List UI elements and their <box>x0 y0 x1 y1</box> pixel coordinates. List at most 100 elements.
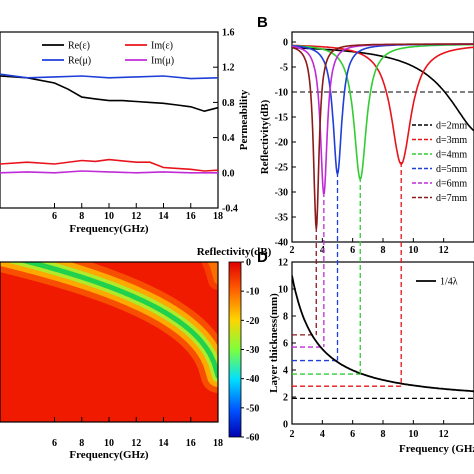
x-tick-label: 18 <box>213 211 223 222</box>
y-tick-label: 1.6 <box>222 28 235 39</box>
x-tick-label: 10 <box>408 429 418 440</box>
legend-label: d=3mm <box>436 135 467 146</box>
panel-b-letter: B <box>257 14 268 31</box>
x-tick-label: 8 <box>381 429 386 440</box>
panel-b-x-ticks: 2 4 6 8 10 12 <box>290 238 449 256</box>
panel-d-x-ticks: 2 4 6 8 10 12 <box>290 420 449 440</box>
series-line-3 <box>0 73 219 80</box>
panel-d-y-label: Layer thickness(mm) <box>268 293 280 393</box>
y-tick-label: 8 <box>283 312 288 323</box>
series-line-d=7mm <box>292 43 474 230</box>
x-tick-label: 12 <box>131 438 141 449</box>
x-tick-label: 10 <box>104 438 114 449</box>
legend-label: Im(μ) <box>151 56 174 67</box>
panel-d-legend: 1/4λ <box>416 277 458 288</box>
legend-label: d=5mm <box>436 164 467 175</box>
legend-label: Im(ε) <box>151 41 173 52</box>
series-line-4 <box>0 170 218 174</box>
colorbar <box>228 261 242 438</box>
panel-c-heatmap <box>0 262 218 422</box>
x-tick-label: 6 <box>350 245 355 256</box>
panel-b-series <box>292 43 474 230</box>
quarter-wave-line <box>292 275 474 393</box>
heatmap-band <box>19 262 218 379</box>
x-tick-label: 2 <box>290 429 295 440</box>
legend-label: 1/4λ <box>440 277 458 288</box>
y-tick-label: -15 <box>275 113 288 124</box>
y-tick-label: -30 <box>275 188 288 199</box>
x-tick-label: 6 <box>52 211 57 222</box>
panel-d-letter: D <box>257 249 268 266</box>
panel-a-series <box>0 73 219 174</box>
x-tick-label: 10 <box>104 211 114 222</box>
y-tick-label: -0.4 <box>222 204 238 215</box>
legend-label: d=6mm <box>436 179 467 190</box>
y-tick-label: 0.4 <box>222 133 235 144</box>
x-tick-label: 16 <box>186 211 196 222</box>
y-tick-label: 10 <box>278 285 288 296</box>
x-tick-label: 8 <box>79 438 84 449</box>
legend-label: d=4mm <box>436 150 467 161</box>
x-tick-label: 4 <box>320 429 325 440</box>
y-tick-label: 12 <box>278 258 288 269</box>
x-tick-label: 10 <box>408 245 418 256</box>
y-tick-label: 0.8 <box>222 98 235 109</box>
legend-label: d=2mm <box>436 121 467 132</box>
x-tick-label: 12 <box>439 245 449 256</box>
panel-b-legend: d=2mm d=3mm d=4mm d=5mm d=6mm d=7mm <box>412 121 467 204</box>
legend-label: d=7mm <box>436 193 467 204</box>
legend-label: Re(μ) <box>68 56 91 67</box>
y-tick-label: -35 <box>275 213 288 224</box>
colorbar-tick-label: -10 <box>246 287 259 298</box>
y-tick-label: 0.0 <box>222 168 235 179</box>
panel-a-frame <box>0 31 219 209</box>
y-tick-label: -10 <box>275 88 288 99</box>
panel-b: B 0 -5 -10 -15 -20 -25 -30 -35 -40 2 4 6 8 10 12 d=2m… <box>257 14 474 256</box>
y-tick-label: 0 <box>283 420 288 431</box>
y-tick-label: 1.2 <box>222 63 235 74</box>
panel-b-y-ticks: 0 -5 -10 -15 -20 -25 -30 -35 -40 <box>275 38 296 249</box>
colorbar-ticks: 0 -10 -20 -30 -40 -50 -60 <box>241 258 259 444</box>
panel-a-x-ticks: 6 8 10 12 14 16 18 <box>52 203 223 222</box>
x-tick-label: 8 <box>381 245 386 256</box>
colorbar-tick-label: -60 <box>246 433 259 444</box>
x-tick-label: 16 <box>186 438 196 449</box>
panel-c: 6 8 10 12 14 16 18 Frequency(GHz) 0 -10 -20 -30 -4… <box>0 246 272 461</box>
x-tick-label: 12 <box>439 429 449 440</box>
series-line-2 <box>0 158 219 172</box>
colorbar-tick-label: -50 <box>246 403 259 414</box>
colorbar-tick-label: -40 <box>246 374 259 385</box>
panel-a-legend: Re(ε) Im(ε) Re(μ) Im(μ) <box>42 41 174 67</box>
panel-d-series <box>292 275 474 393</box>
panel-a-right-y-label: Permeability <box>238 89 250 150</box>
panel-a-right-ticks: -0.4 0.0 0.4 0.8 1.2 1.6 <box>213 28 238 215</box>
y-tick-label: 6 <box>283 339 288 350</box>
y-tick-label: 4 <box>283 366 288 377</box>
series-line-d=3mm <box>292 44 474 165</box>
panel-a: 6 8 10 12 14 16 18 -0.4 0.0 0.4 0.8 1.2 1.6 Re(ε) Im… <box>0 28 250 235</box>
y-tick-label: -40 <box>275 238 288 249</box>
x-tick-label: 14 <box>159 211 169 222</box>
panel-d-x-label: Frequency (GHz) <box>399 443 474 455</box>
x-tick-label: 6 <box>52 438 57 449</box>
colorbar-label: Reflectivity(dB) <box>197 246 272 258</box>
panel-c-x-ticks: 6 8 10 12 14 16 18 <box>52 417 223 449</box>
colorbar-tick-label: -30 <box>246 345 259 356</box>
colorbar-tick-label: 0 <box>246 258 251 269</box>
y-tick-label: -20 <box>275 138 288 149</box>
y-tick-label: -25 <box>275 163 288 174</box>
b-d-connectors <box>315 162 402 387</box>
y-tick-label: 2 <box>283 393 288 404</box>
panel-c-x-label: Frequency(GHz) <box>69 449 149 461</box>
x-tick-label: 2 <box>290 245 295 256</box>
x-tick-label: 8 <box>79 211 84 222</box>
series-line-1 <box>0 75 219 113</box>
y-tick-label: 0 <box>283 38 288 49</box>
x-tick-label: 6 <box>350 429 355 440</box>
x-tick-label: 18 <box>213 438 223 449</box>
panel-a-x-label: Frequency(GHz) <box>69 223 149 235</box>
colorbar-tick-label: -20 <box>246 316 259 327</box>
panel-d-y-ticks: 0 2 4 6 8 10 12 <box>278 258 296 431</box>
